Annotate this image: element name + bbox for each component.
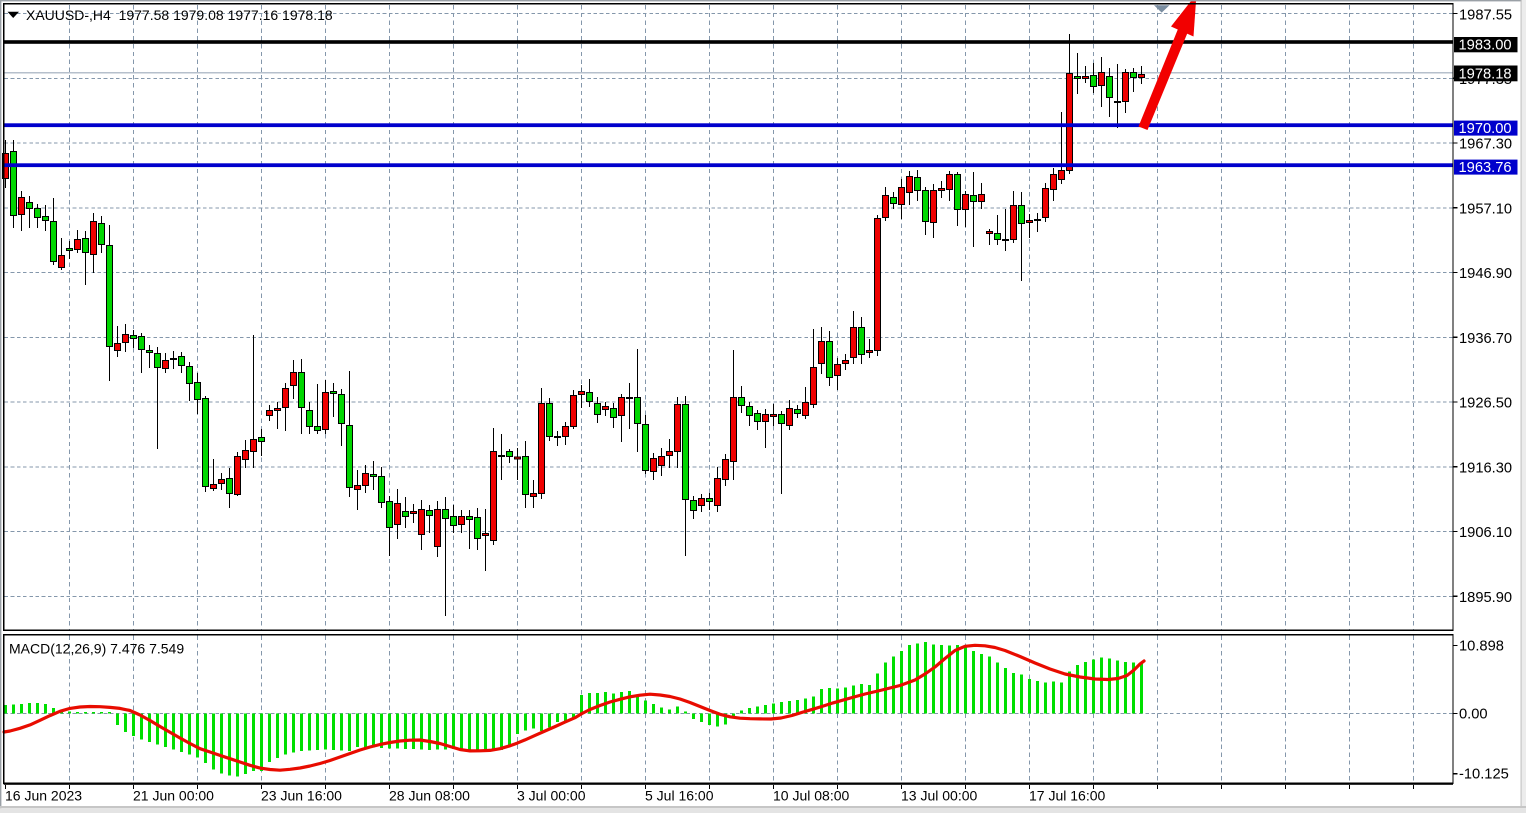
svg-text:MACD(12,26,9) 7.476 7.549: MACD(12,26,9) 7.476 7.549 (9, 641, 184, 657)
svg-text:3 Jul 00:00: 3 Jul 00:00 (517, 788, 586, 804)
svg-text:10.898: 10.898 (1459, 639, 1504, 655)
svg-text:1946.90: 1946.90 (1459, 266, 1512, 282)
svg-text:1983.00: 1983.00 (1459, 38, 1512, 54)
svg-text:1967.30: 1967.30 (1459, 137, 1512, 153)
svg-text:23 Jun 16:00: 23 Jun 16:00 (261, 788, 342, 804)
svg-text:1987.55: 1987.55 (1459, 8, 1512, 24)
svg-text:1957.10: 1957.10 (1459, 201, 1512, 217)
svg-text:10 Jul 08:00: 10 Jul 08:00 (773, 788, 849, 804)
svg-text:1936.70: 1936.70 (1459, 331, 1512, 347)
svg-text:21 Jun 00:00: 21 Jun 00:00 (133, 788, 214, 804)
svg-text:17 Jul 16:00: 17 Jul 16:00 (1029, 788, 1105, 804)
svg-text:0.00: 0.00 (1459, 706, 1488, 722)
svg-text:28 Jun 08:00: 28 Jun 08:00 (389, 788, 470, 804)
svg-text:1978.18: 1978.18 (1459, 66, 1512, 82)
svg-text:1970.00: 1970.00 (1459, 121, 1512, 137)
svg-text:16 Jun 2023: 16 Jun 2023 (5, 788, 82, 804)
svg-text:1895.90: 1895.90 (1459, 590, 1512, 606)
svg-text:13 Jul 00:00: 13 Jul 00:00 (901, 788, 977, 804)
svg-text:5 Jul 16:00: 5 Jul 16:00 (645, 788, 714, 804)
svg-text:XAUUSD-,H4 1977.58 1979.08 19: XAUUSD-,H4 1977.58 1979.08 1977.16 1978.… (26, 7, 333, 23)
svg-text:1916.30: 1916.30 (1459, 460, 1512, 476)
svg-text:-10.125: -10.125 (1459, 767, 1509, 783)
svg-text:1906.10: 1906.10 (1459, 525, 1512, 541)
svg-text:1963.76: 1963.76 (1459, 160, 1512, 176)
svg-text:1926.50: 1926.50 (1459, 396, 1512, 412)
